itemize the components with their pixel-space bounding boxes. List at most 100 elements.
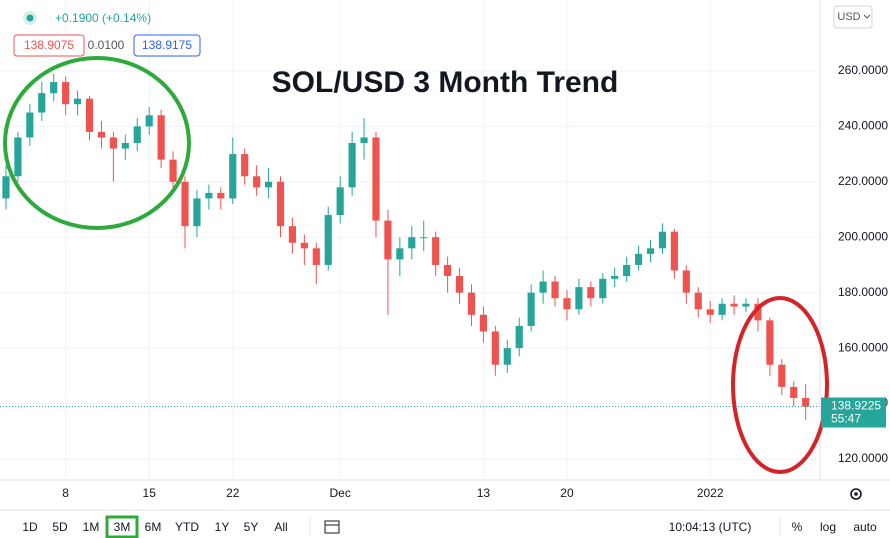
toolbar: 1D 5D 1M 3M 6M YTD 1Y 5Y All% log auto [22, 515, 877, 538]
candle-body [444, 264, 452, 277]
candle-body [348, 143, 356, 188]
candle-body [587, 287, 595, 299]
chart-title: SOL/USD 3 Month Trend [272, 66, 619, 99]
highlight-circle [3, 56, 191, 230]
range-button[interactable]: 3M [114, 520, 131, 534]
candle-body [121, 143, 129, 149]
candle-body [205, 192, 213, 199]
range-button[interactable]: 1Y [215, 520, 230, 534]
candle-body [718, 303, 726, 315]
candle-body [241, 154, 249, 177]
scale-option[interactable]: log [820, 520, 836, 534]
candle-body [157, 115, 165, 160]
candle-body [264, 181, 273, 188]
candle-body [766, 320, 774, 365]
candle-body [384, 220, 392, 260]
candle-body [790, 386, 798, 398]
spread: 0.0100 [88, 38, 125, 52]
candle-body [288, 226, 297, 243]
candle-body [563, 298, 571, 310]
candle-body [26, 112, 34, 138]
candles [0, 73, 820, 421]
candle-body [109, 137, 117, 149]
currency-select[interactable] [833, 5, 873, 29]
candle-body [324, 215, 332, 265]
candle-body [599, 278, 607, 299]
candle-body [50, 82, 58, 94]
price-change: +0.1900 (+0.14%) [55, 11, 151, 25]
candle-body [515, 325, 523, 349]
candle-body [575, 287, 583, 310]
candle-body [467, 292, 476, 315]
ask-price[interactable]: 138.9175 [142, 38, 192, 52]
highlight-circle [731, 296, 829, 474]
bid-price[interactable]: 138.9075 [24, 38, 74, 52]
y-tick-label: 200.0000 [838, 229, 888, 243]
bid-box[interactable] [13, 34, 85, 57]
candle-body [778, 364, 786, 387]
candle-body [634, 253, 643, 265]
last-price-tag [821, 397, 886, 428]
candle-body [694, 292, 702, 310]
candle-body [527, 292, 535, 326]
candle-body [802, 397, 810, 407]
scale-option[interactable]: auto [853, 520, 877, 534]
x-tick-label: 8 [62, 486, 69, 500]
y-tick-label: 220.0000 [838, 174, 888, 188]
candle-body [312, 248, 320, 265]
candle-body [276, 181, 285, 227]
ask-box[interactable] [133, 34, 201, 57]
range-button[interactable]: 1D [22, 520, 38, 534]
dropdown-arrow [863, 14, 871, 19]
date-range-icon[interactable] [324, 520, 340, 534]
candle-body [360, 137, 368, 144]
candle-body [551, 281, 559, 299]
candle-body [646, 248, 655, 254]
candle-body [38, 93, 46, 113]
candle-body [670, 231, 678, 271]
candle-body [217, 192, 225, 199]
candle-body [74, 98, 82, 105]
candle-body [408, 237, 416, 249]
candle-body [253, 176, 261, 188]
candle-body [336, 187, 344, 216]
candle-body [300, 242, 308, 249]
candle-body [97, 131, 106, 138]
candle-body [623, 264, 631, 277]
candle-body [658, 231, 667, 249]
candle-body [682, 270, 690, 293]
candle-body [62, 82, 70, 105]
currency[interactable]: USD [837, 11, 860, 23]
candle-body [2, 176, 10, 199]
candle-body [229, 154, 237, 199]
candle-body [754, 303, 762, 321]
candle-body [181, 181, 189, 227]
candle-body [730, 303, 738, 307]
x-tick-label: 20 [560, 486, 574, 500]
range-button[interactable]: 5Y [244, 520, 259, 534]
x-tick-label: 15 [143, 486, 157, 500]
y-tick-label: 120.0000 [838, 451, 888, 465]
y-tick-label: 240.0000 [838, 119, 888, 133]
range-button[interactable]: All [274, 520, 287, 534]
candle-body [503, 348, 511, 365]
last-price-label: 138.9225 [831, 399, 881, 413]
range-button[interactable]: YTD [175, 520, 199, 534]
candle-body [193, 198, 201, 227]
range-button[interactable]: 5D [52, 520, 68, 534]
range-button[interactable]: 1M [83, 520, 100, 534]
y-tick-label: 260.0000 [838, 63, 888, 77]
active-range-box [105, 515, 139, 538]
x-tick-label: 22 [226, 486, 240, 500]
x-tick-label: Dec [330, 486, 351, 500]
candle-body [396, 248, 404, 260]
settings-icon[interactable] [850, 488, 862, 500]
scale-option[interactable]: % [792, 520, 803, 534]
candle-body [432, 237, 440, 265]
candle-body [455, 276, 464, 293]
candle-body [611, 276, 619, 279]
candle-body [14, 137, 22, 177]
clock: 10:04:13 (UTC) [669, 520, 752, 534]
range-button[interactable]: 6M [145, 520, 162, 534]
